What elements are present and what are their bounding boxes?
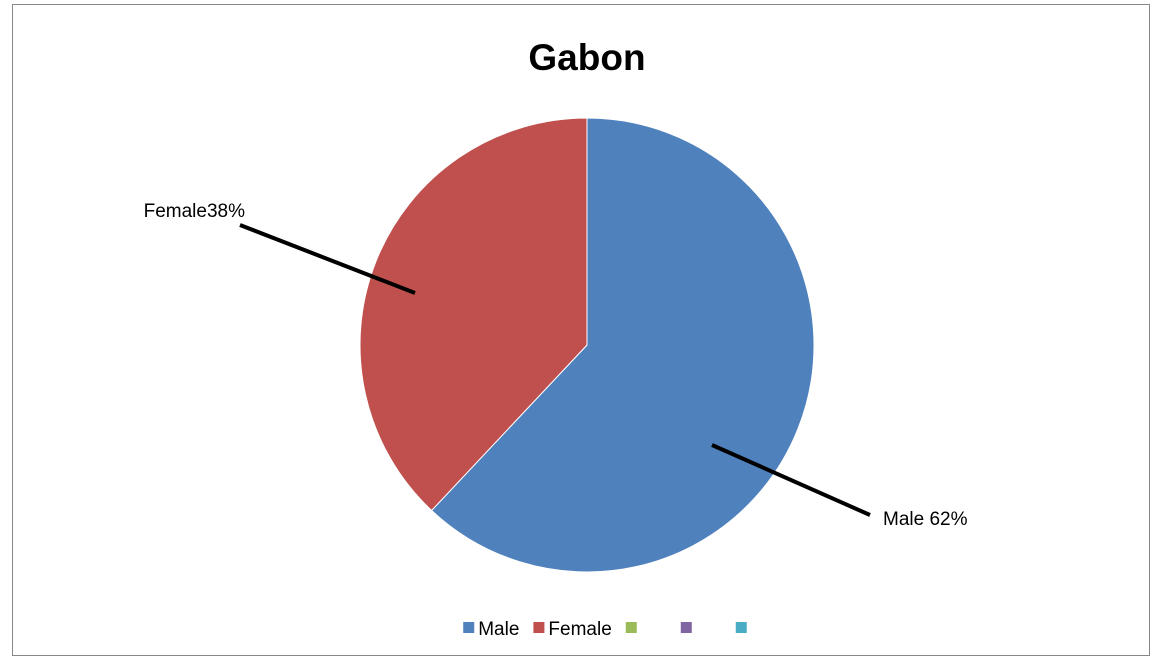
legend-swatch — [533, 622, 545, 633]
pie-slice — [430, 117, 815, 573]
data-label: Male 62% — [883, 509, 968, 530]
leader-line — [711, 443, 871, 517]
legend-swatch — [463, 622, 475, 633]
legend-swatch — [680, 622, 692, 633]
legend-label: Male — [478, 619, 519, 640]
legend-swatch — [735, 622, 747, 633]
leader-line — [239, 223, 416, 295]
legend-swatch — [625, 622, 637, 633]
legend-label: Female — [548, 619, 611, 640]
chart-title: Gabon — [528, 37, 645, 78]
data-label: Female38% — [144, 201, 245, 222]
pie-slice — [359, 117, 588, 512]
